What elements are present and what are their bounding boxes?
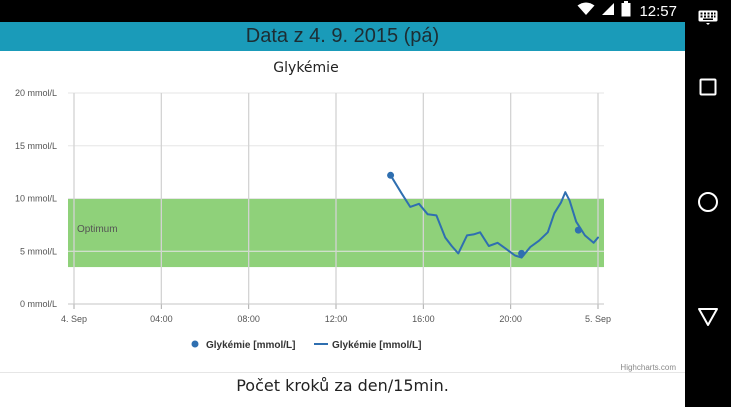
x-tick-label: 16:00: [412, 314, 435, 324]
divider: [0, 372, 685, 373]
page-title: Data z 4. 9. 2015 (pá): [245, 25, 440, 47]
steps-section-title: Počet kroků za den/15min.: [236, 376, 449, 395]
status-bar: 12:57: [0, 0, 685, 22]
y-tick-label: 20 mmol/L: [15, 88, 57, 98]
back-icon: [697, 307, 719, 332]
optimum-band-label: Optimum: [77, 224, 118, 235]
navigation-bar: [685, 0, 731, 407]
recents-button[interactable]: [685, 69, 731, 109]
chart-title: Glykémie: [273, 60, 338, 76]
status-icons: 12:57: [577, 1, 677, 21]
glucose-chart: Glykémie Optimum 0 mmol/L 5 mmol/L 10 mmol/…: [15, 60, 676, 372]
home-icon: [697, 191, 719, 218]
cell-signal-icon: [601, 2, 615, 20]
battery-icon: [621, 1, 631, 21]
x-tick-label: 08:00: [237, 314, 260, 324]
keyboard-icon: [698, 10, 718, 30]
legend-symbol-point: [191, 340, 199, 348]
header-bar: Data z 4. 9. 2015 (pá): [0, 22, 685, 51]
x-tick-label: 4. Sep: [61, 314, 87, 324]
legend-item-label: Glykémie [mmol/L]: [332, 340, 421, 351]
recents-icon: [699, 78, 717, 101]
chart-legend[interactable]: Glykémie [mmol/L] Glykémie [mmol/L]: [191, 340, 422, 351]
status-time: 12:57: [639, 2, 677, 20]
y-tick-label: 0 mmol/L: [20, 299, 57, 309]
highcharts-credit[interactable]: Highcharts.com: [620, 363, 676, 372]
x-tick-label: 20:00: [499, 314, 522, 324]
x-tick-label: 5. Sep: [585, 314, 611, 324]
glucose-line-series: [389, 174, 599, 259]
legend-item-label: Glykémie [mmol/L]: [206, 340, 295, 351]
y-tick-label: 15 mmol/L: [15, 141, 57, 151]
wifi-icon: [577, 2, 595, 20]
home-button[interactable]: [685, 184, 731, 224]
back-button[interactable]: [685, 299, 731, 339]
plot-area: Optimum 0 mmol/L 5 mmol/L 10 mmol/L 15 mmol/…: [15, 88, 611, 324]
x-tick-label: 04:00: [150, 314, 173, 324]
y-tick-label: 5 mmol/L: [20, 246, 57, 256]
keyboard-button[interactable]: [685, 0, 731, 40]
y-tick-label: 10 mmol/L: [15, 194, 57, 204]
x-tick-label: 12:00: [325, 314, 348, 324]
